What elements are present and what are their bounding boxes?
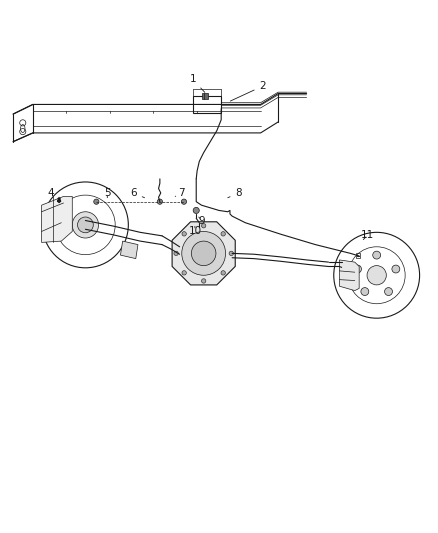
Circle shape	[72, 212, 99, 238]
Polygon shape	[120, 241, 138, 259]
Circle shape	[182, 231, 226, 275]
Text: 1: 1	[189, 75, 205, 92]
Circle shape	[353, 265, 361, 273]
Circle shape	[181, 199, 187, 204]
Text: 8: 8	[228, 188, 242, 198]
Circle shape	[221, 271, 226, 275]
Circle shape	[78, 217, 93, 233]
Text: 6: 6	[130, 188, 145, 198]
Circle shape	[367, 265, 386, 285]
Text: 5: 5	[104, 188, 111, 198]
Text: 4: 4	[47, 188, 59, 198]
Circle shape	[201, 279, 206, 283]
Polygon shape	[42, 197, 72, 243]
Text: 10: 10	[188, 225, 201, 236]
Circle shape	[94, 199, 99, 204]
Circle shape	[182, 232, 186, 236]
Circle shape	[229, 251, 233, 255]
Bar	[202, 93, 208, 99]
Circle shape	[361, 288, 369, 295]
Circle shape	[373, 251, 381, 259]
Polygon shape	[172, 222, 235, 285]
Text: 11: 11	[361, 230, 374, 240]
Circle shape	[157, 199, 162, 204]
Circle shape	[221, 232, 226, 236]
Text: 2: 2	[230, 81, 266, 101]
Circle shape	[201, 223, 206, 228]
Text: 9: 9	[198, 215, 205, 225]
Circle shape	[392, 265, 400, 273]
Bar	[193, 96, 221, 113]
FancyArrow shape	[57, 198, 61, 203]
Circle shape	[174, 251, 178, 255]
Polygon shape	[339, 260, 359, 290]
Circle shape	[193, 207, 199, 214]
Circle shape	[182, 271, 186, 275]
Text: 7: 7	[175, 188, 185, 198]
Circle shape	[385, 288, 392, 295]
Circle shape	[191, 241, 216, 265]
